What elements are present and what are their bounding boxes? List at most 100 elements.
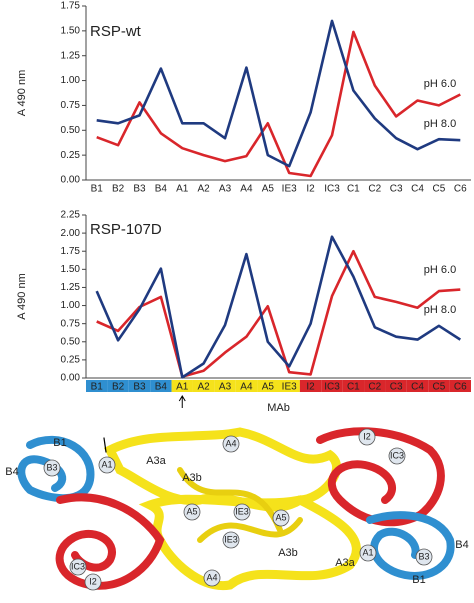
y-axis-label: A 490 nm bbox=[16, 273, 28, 319]
y-tick-label: 2.25 bbox=[61, 210, 81, 221]
x-tick-label: B1 bbox=[91, 382, 104, 393]
category-band bbox=[86, 380, 108, 392]
structure-label: IC3 bbox=[71, 561, 85, 571]
category-band bbox=[107, 380, 129, 392]
ribbon-red bbox=[316, 427, 445, 527]
x-tick-label: B2 bbox=[112, 382, 125, 393]
y-axis-label: A 490 nm bbox=[16, 70, 28, 116]
structure-label: B1 bbox=[412, 574, 425, 586]
ribbon-yellow bbox=[177, 467, 303, 543]
structure-label: A3a bbox=[335, 557, 355, 569]
x-tick-label: A5 bbox=[262, 184, 275, 195]
x-tick-label: C2 bbox=[368, 382, 381, 393]
structure-label: A3b bbox=[278, 547, 298, 559]
x-tick-label: C4 bbox=[411, 382, 424, 393]
pointer-arrow bbox=[103, 437, 107, 453]
structure-label: A5 bbox=[186, 506, 197, 516]
y-tick-label: 0.25 bbox=[61, 150, 81, 161]
structure-label: I2 bbox=[89, 576, 97, 586]
x-tick-label: B4 bbox=[155, 184, 168, 195]
series-name: pH 6.0 bbox=[424, 264, 456, 276]
category-band bbox=[428, 380, 450, 392]
structure-label: IC3 bbox=[390, 450, 404, 460]
label-circle bbox=[183, 503, 201, 521]
label-circle bbox=[359, 544, 377, 562]
y-tick-label: 2.00 bbox=[61, 228, 81, 239]
x-tick-label: C3 bbox=[390, 382, 403, 393]
label-circle bbox=[233, 503, 251, 521]
y-tick-label: 0.25 bbox=[61, 355, 81, 366]
x-tick-label: A3 bbox=[219, 184, 232, 195]
structure-label: A5 bbox=[275, 512, 286, 522]
category-band bbox=[321, 380, 343, 392]
y-tick-label: 1.25 bbox=[61, 50, 81, 61]
series-name: pH 8.0 bbox=[424, 118, 456, 130]
series-line bbox=[96, 249, 461, 378]
structure-label: B3 bbox=[418, 551, 429, 561]
y-tick-label: 1.50 bbox=[61, 264, 81, 275]
structure-label: IE3 bbox=[224, 534, 238, 544]
x-tick-label: A3 bbox=[219, 382, 232, 393]
structure-label: A1 bbox=[362, 547, 373, 557]
structure-label: A4 bbox=[225, 438, 236, 448]
y-tick-label: 1.75 bbox=[61, 1, 81, 12]
series-line bbox=[95, 235, 462, 379]
structure-label: A3b bbox=[182, 472, 202, 484]
label-circle bbox=[84, 573, 102, 591]
x-axis-label: MAb bbox=[267, 402, 290, 414]
structure-labels: B1 B3 B4 A1 A3a A3b A4 IE3 A5 I2 IC3 A5 IE3 A3b A3a A4 A… bbox=[5, 428, 469, 591]
y-tick-label: 1.50 bbox=[61, 25, 81, 36]
series-line bbox=[96, 30, 461, 178]
y-tick-label: 0.75 bbox=[61, 100, 81, 111]
label-circle bbox=[388, 447, 406, 465]
label-circle bbox=[272, 509, 290, 527]
category-band bbox=[214, 380, 236, 392]
category-band bbox=[385, 380, 407, 392]
x-tick-label: A4 bbox=[240, 184, 253, 195]
x-tick-label: B3 bbox=[133, 382, 146, 393]
y-tick-label: 0.50 bbox=[61, 336, 81, 347]
ribbon-blue bbox=[366, 511, 455, 580]
y-tick-label: 1.25 bbox=[61, 282, 81, 293]
structure-label: B4 bbox=[455, 539, 468, 551]
structure-label: B4 bbox=[5, 466, 18, 478]
category-band bbox=[192, 380, 215, 392]
x-tick-label: C4 bbox=[411, 184, 424, 195]
structure bbox=[17, 427, 455, 590]
x-tick-label: I2 bbox=[306, 382, 315, 393]
x-tick-label: C5 bbox=[433, 184, 446, 195]
y-tick-label: 0.50 bbox=[61, 125, 81, 136]
structure-label: B1 bbox=[53, 437, 66, 449]
x-tick-label: A2 bbox=[198, 184, 211, 195]
y-tick-label: 1.00 bbox=[61, 300, 81, 311]
category-band bbox=[278, 380, 300, 392]
label-circle bbox=[69, 558, 87, 576]
x-tick-label: C1 bbox=[347, 184, 360, 195]
label-circle bbox=[415, 548, 433, 566]
y-tick-label: 0.00 bbox=[61, 175, 81, 186]
category-band bbox=[406, 380, 429, 392]
series-name: pH 6.0 bbox=[424, 78, 456, 90]
chart-title: RSP-107D bbox=[90, 221, 162, 238]
x-tick-label: A5 bbox=[262, 382, 275, 393]
structure-label: IE3 bbox=[235, 506, 249, 516]
structure-label: A1 bbox=[101, 459, 112, 469]
label-circle bbox=[203, 569, 221, 587]
x-tick-label: A4 bbox=[240, 382, 253, 393]
x-tick-label: C6 bbox=[454, 184, 467, 195]
label-circle bbox=[98, 456, 116, 474]
pointer-arrow bbox=[178, 395, 186, 408]
category-band bbox=[364, 380, 386, 392]
series-name: pH 8.0 bbox=[424, 304, 456, 316]
ribbon-yellow bbox=[138, 494, 361, 590]
structure-label: I2 bbox=[363, 431, 371, 441]
label-circle bbox=[222, 435, 240, 453]
x-tick-label: IC3 bbox=[324, 184, 340, 195]
x-tick-label: A1 bbox=[176, 184, 189, 195]
category-band bbox=[128, 380, 151, 392]
category-band bbox=[449, 380, 471, 392]
structure-label: A3a bbox=[146, 455, 166, 467]
x-tick-label: B1 bbox=[91, 184, 104, 195]
label-circle bbox=[358, 428, 376, 446]
